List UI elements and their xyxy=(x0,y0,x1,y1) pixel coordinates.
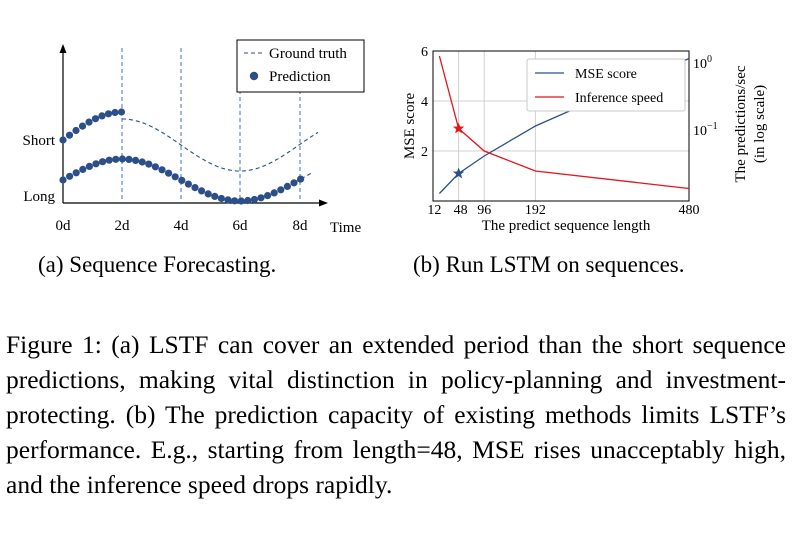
a-y-axis-arrow xyxy=(59,44,67,53)
a-label-long: Long xyxy=(23,189,55,205)
b-y2-axis-label-2: (in log scale) xyxy=(752,85,768,163)
prediction-point xyxy=(283,182,291,190)
prediction-point xyxy=(231,197,239,205)
prediction-point xyxy=(92,160,100,168)
a-legend-gt-label: Ground truth xyxy=(269,46,347,62)
prediction-point xyxy=(85,162,93,170)
prediction-point xyxy=(264,192,272,200)
b-y-tick-labels: 2 4 6 xyxy=(421,45,428,160)
b-x-tick-12: 12 xyxy=(427,203,441,218)
b-x-tick-96: 96 xyxy=(477,203,491,218)
a-tick-4d: 4d xyxy=(174,218,190,234)
prediction-point xyxy=(171,173,179,181)
prediction-point xyxy=(104,110,113,118)
prediction-long-points xyxy=(59,155,305,205)
prediction-point xyxy=(270,189,278,197)
prediction-point xyxy=(165,169,173,177)
a-legend-pred-label: Prediction xyxy=(269,69,331,85)
b-x-tick-480: 480 xyxy=(679,203,700,218)
a-x-label-time: Time xyxy=(330,220,361,236)
mse-highlight-star xyxy=(452,167,465,179)
prediction-point xyxy=(224,196,232,204)
figure-caption: Figure 1: (a) LSTF can cover an extended… xyxy=(6,330,786,499)
b-legend-speed-label: Inference speed xyxy=(575,91,663,106)
b-x-axis-label: The predict sequence length xyxy=(482,218,651,234)
b-legend-box xyxy=(526,58,686,112)
prediction-point xyxy=(145,160,153,168)
prediction-point xyxy=(138,158,146,166)
prediction-point xyxy=(132,156,140,164)
prediction-point xyxy=(237,197,245,205)
prediction-point xyxy=(198,187,206,195)
b-y-tick-6: 6 xyxy=(421,45,428,60)
a-tick-0d: 0d xyxy=(56,218,72,234)
prediction-point xyxy=(59,176,67,184)
a-legend-box xyxy=(236,39,365,93)
prediction-point xyxy=(151,163,159,171)
prediction-point xyxy=(277,186,285,194)
prediction-point xyxy=(79,165,87,173)
a-x-axis-arrow xyxy=(319,199,328,207)
prediction-point xyxy=(112,155,120,163)
a-tick-2d: 2d xyxy=(115,218,131,234)
prediction-point xyxy=(158,166,166,174)
prediction-point xyxy=(66,172,74,180)
b-legend-mse-label: MSE score xyxy=(575,67,637,82)
prediction-point xyxy=(78,122,87,130)
prediction-point xyxy=(211,192,219,200)
b-y-tick-2: 2 xyxy=(421,145,428,160)
prediction-point xyxy=(290,179,298,187)
caption-panel-a: (a) Sequence Forecasting. xyxy=(38,252,277,277)
prediction-point xyxy=(178,176,186,184)
prediction-point xyxy=(217,194,225,203)
caption-panel-b: (b) Run LSTM on sequences. xyxy=(413,252,685,277)
b-y2-axis-label-1: The predictions/sec xyxy=(733,65,749,182)
prediction-point xyxy=(204,190,212,198)
prediction-point xyxy=(117,108,126,116)
prediction-point xyxy=(257,194,265,202)
prediction-point xyxy=(98,112,106,120)
b-x-tick-192: 192 xyxy=(525,203,546,218)
prediction-point xyxy=(191,184,199,192)
a-label-short: Short xyxy=(22,133,55,149)
panel-b: 12 48 96 192 480 2 4 6 100 10−1 The predict se… xyxy=(402,45,768,234)
figure-panels: 0d 2d 4d 6d 8d Time Short Long Ground tr… xyxy=(22,39,768,236)
a-tick-6d: 6d xyxy=(233,218,249,234)
prediction-point xyxy=(244,196,252,205)
a-tick-8d: 8d xyxy=(293,218,309,234)
prediction-point xyxy=(72,126,80,135)
panel-a: 0d 2d 4d 6d 8d Time Short Long Ground tr… xyxy=(22,39,365,236)
b-x-tick-labels: 12 48 96 192 480 xyxy=(427,203,699,218)
prediction-point xyxy=(111,108,119,117)
prediction-point xyxy=(65,131,74,139)
b-y-tick-4: 4 xyxy=(421,95,428,110)
prediction-point xyxy=(184,180,192,188)
prediction-point xyxy=(125,155,133,163)
b-x-tick-48: 48 xyxy=(454,203,468,218)
speed-highlight-star xyxy=(452,122,465,134)
prediction-point xyxy=(105,156,113,164)
b-plot-frame xyxy=(432,50,690,202)
prediction-point xyxy=(72,169,80,177)
b-y2-tick-1: 100 xyxy=(693,54,712,72)
prediction-point xyxy=(99,158,107,166)
prediction-point xyxy=(118,155,126,163)
prediction-point xyxy=(59,136,67,144)
prediction-point xyxy=(250,195,258,204)
a-legend-pred-swatch xyxy=(249,71,259,81)
prediction-point xyxy=(91,115,100,123)
inference-speed-line xyxy=(438,55,690,190)
prediction-short-points xyxy=(59,108,126,144)
prediction-point xyxy=(297,175,305,183)
prediction-point xyxy=(85,118,93,126)
b-y-axis-label: MSE score xyxy=(402,93,418,160)
b-y2-tick-0.1: 10−1 xyxy=(693,121,718,139)
